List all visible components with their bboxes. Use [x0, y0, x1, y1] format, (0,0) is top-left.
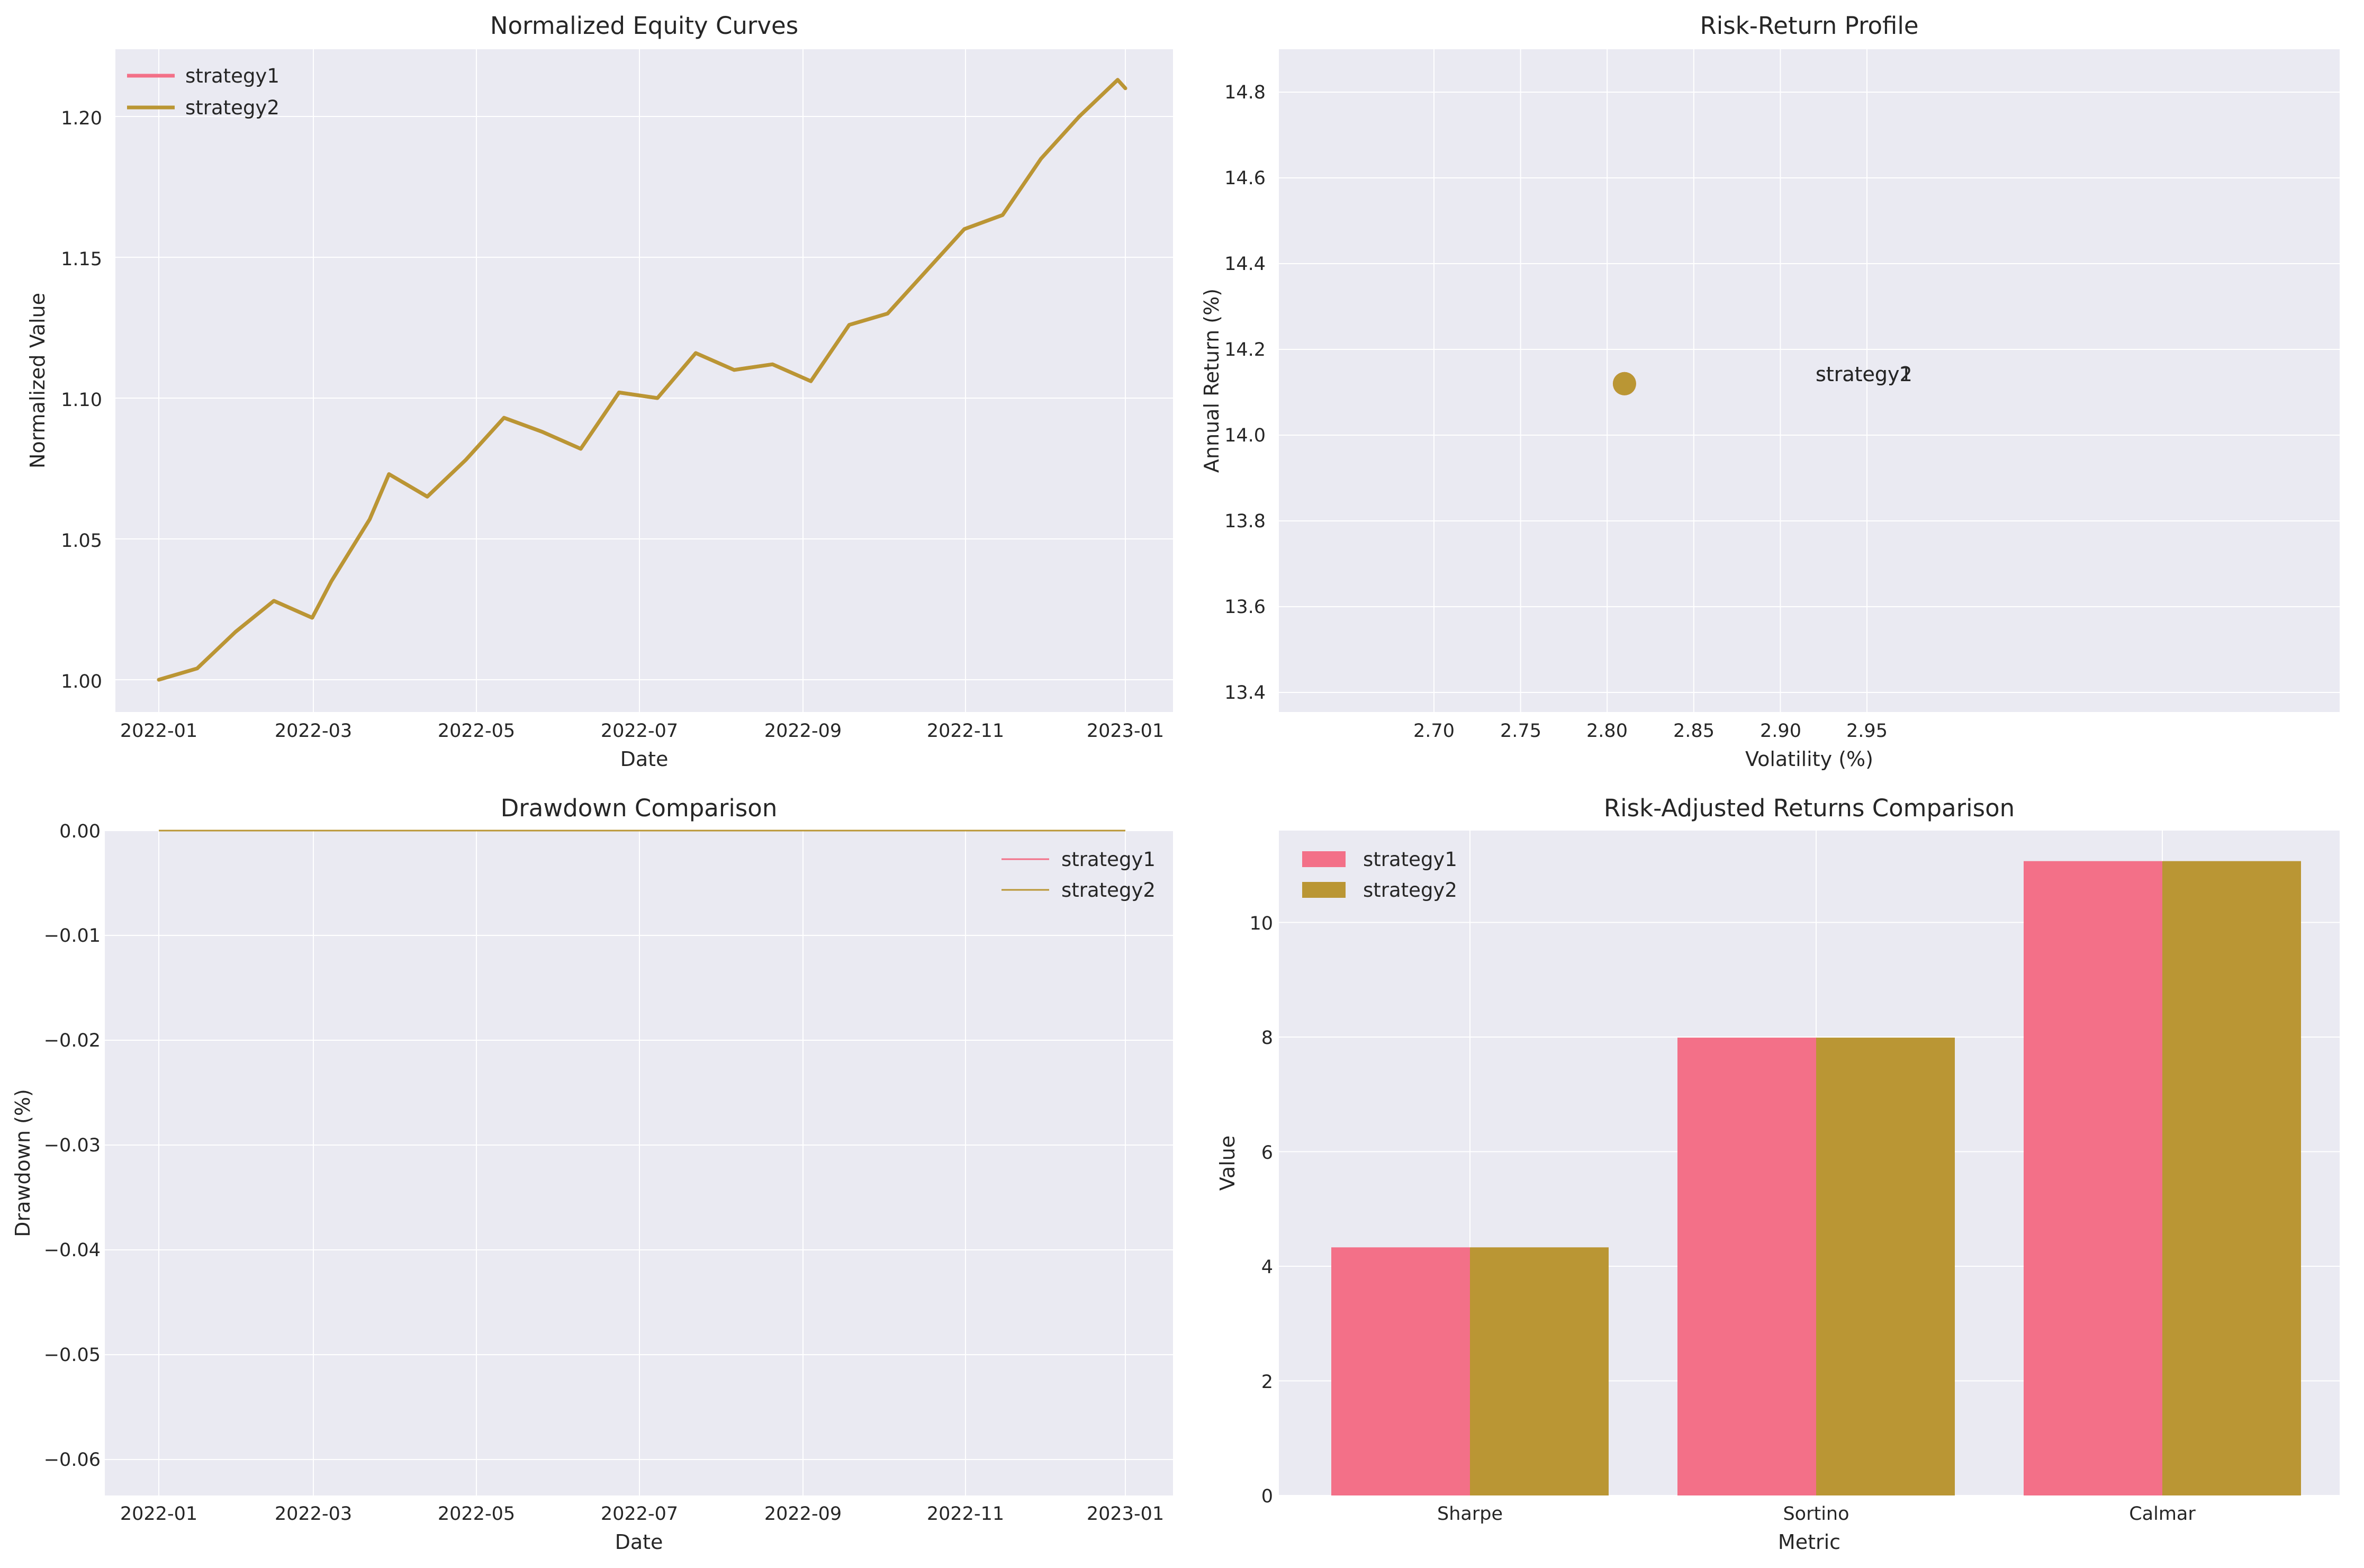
- drawdown-x-tick-label: 2022-09: [764, 1503, 842, 1525]
- bar-strategy2-calmar: [2162, 861, 2301, 1495]
- bar-strategy1-calmar: [2024, 861, 2162, 1495]
- riskreturn-y-tick-label: 14.6: [1224, 168, 1266, 189]
- riskreturn-panel: Risk-Return Profile Volatility (%) Annua…: [1200, 12, 2340, 771]
- equity-legend: strategy1 strategy2: [127, 65, 279, 119]
- drawdown-x-tick-label: 2022-01: [120, 1503, 197, 1525]
- legend-label-strategy2: strategy2: [1061, 879, 1156, 902]
- equity-plot-area: [115, 49, 1173, 712]
- riskadj-bars: [1331, 861, 2301, 1495]
- riskreturn-x-axis-label: Volatility (%): [1745, 747, 1873, 771]
- equity-lines: [157, 78, 1127, 682]
- drawdown-x-tick-label: 2022-03: [275, 1503, 352, 1525]
- riskadj-y-tick-label: 8: [1261, 1028, 1273, 1049]
- equity-y-tick-label: 1.20: [61, 108, 102, 129]
- legend-swatch-strategy2: [1302, 882, 1346, 898]
- riskreturn-x-tick-label: 2.80: [1586, 720, 1628, 742]
- drawdown-y-tick-label: −0.01: [44, 925, 101, 947]
- drawdown-y-tick-label: −0.05: [44, 1345, 101, 1366]
- equity-grid: [115, 49, 1173, 712]
- drawdown-y-tick-label: −0.06: [44, 1449, 101, 1471]
- drawdown-y-tick-label: 0.00: [59, 821, 101, 842]
- legend-swatch-strategy1: [1302, 851, 1346, 867]
- riskreturn-plot-area: [1279, 49, 2340, 712]
- equity-panel: Normalized Equity Curves Date Normalized…: [26, 12, 1173, 771]
- riskreturn-y-tick-label: 13.4: [1224, 682, 1266, 704]
- legend-label-strategy2: strategy2: [1363, 879, 1457, 902]
- equity-x-tick-label: 2022-03: [275, 720, 352, 742]
- equity-x-tick-label: 2022-07: [601, 720, 678, 742]
- riskreturn-point-strategy2: [1612, 372, 1636, 395]
- equity-x-tick-label: 2022-11: [927, 720, 1004, 742]
- riskadj-y-tick-label: 0: [1261, 1486, 1273, 1507]
- riskadj-title: Risk-Adjusted Returns Comparison: [1604, 794, 2015, 822]
- equity-title: Normalized Equity Curves: [490, 12, 798, 40]
- riskadj-x-axis-label: Metric: [1778, 1530, 1840, 1554]
- equity-y-axis-label: Normalized Value: [26, 293, 49, 468]
- equity-x-tick-label: 2023-01: [1087, 720, 1164, 742]
- riskreturn-y-tick-label: 14.8: [1224, 82, 1266, 103]
- drawdown-x-tick-label: 2022-11: [927, 1503, 1004, 1525]
- drawdown-x-tick-label: 2023-01: [1087, 1503, 1164, 1525]
- riskadj-y-tick-label: 6: [1261, 1142, 1273, 1164]
- riskreturn-title: Risk-Return Profile: [1700, 12, 1918, 40]
- bar-strategy2-sortino: [1816, 1038, 1955, 1495]
- legend-label-strategy1: strategy1: [1363, 848, 1457, 871]
- legend-label-strategy2: strategy2: [185, 96, 279, 119]
- equity-x-tick-label: 2022-05: [438, 720, 515, 742]
- drawdown-panel: Drawdown Comparison Date Drawdown (%) 20…: [11, 794, 1173, 1554]
- equity-y-tick-label: 1.05: [61, 530, 102, 552]
- drawdown-legend: strategy1 strategy2: [1001, 848, 1156, 902]
- equity-x-axis-label: Date: [620, 747, 669, 771]
- riskadj-y-tick-label: 10: [1249, 913, 1273, 934]
- riskadj-panel: Risk-Adjusted Returns Comparison Metric …: [1216, 794, 2340, 1554]
- riskreturn-grid: [1279, 49, 2340, 712]
- drawdown-y-tick-label: −0.02: [44, 1030, 101, 1051]
- equity-y-tick-label: 1.15: [61, 249, 102, 270]
- riskadj-y-axis-label: Value: [1216, 1136, 1239, 1191]
- riskadj-category-label: Sharpe: [1437, 1503, 1503, 1525]
- riskreturn-points: [1612, 372, 1636, 395]
- drawdown-x-tick-label: 2022-07: [601, 1503, 678, 1525]
- riskreturn-x-tick-label: 2.85: [1673, 720, 1715, 742]
- bar-strategy1-sharpe: [1331, 1247, 1470, 1495]
- equity-y-tick-label: 1.00: [61, 671, 102, 692]
- equity-x-tick-label: 2022-09: [764, 720, 842, 742]
- drawdown-y-tick-label: −0.03: [44, 1135, 101, 1156]
- bar-strategy1-sortino: [1677, 1038, 1816, 1495]
- drawdown-x-axis-label: Date: [615, 1530, 663, 1554]
- riskreturn-y-tick-label: 13.8: [1224, 511, 1266, 532]
- riskreturn-y-tick-label: 14.2: [1224, 339, 1266, 361]
- riskreturn-x-tick-label: 2.75: [1500, 720, 1541, 742]
- riskadj-category-label: Sortino: [1783, 1503, 1849, 1525]
- riskreturn-y-tick-label: 14.0: [1224, 425, 1266, 446]
- riskadj-category-label: Calmar: [2129, 1503, 2196, 1525]
- drawdown-y-axis-label: Drawdown (%): [11, 1089, 34, 1237]
- drawdown-title: Drawdown Comparison: [501, 794, 778, 822]
- equity-y-tick-label: 1.10: [61, 390, 102, 411]
- riskreturn-point-label: strategy1: [1816, 363, 1912, 386]
- legend-label-strategy1: strategy1: [185, 65, 279, 87]
- legend-label-strategy1: strategy1: [1061, 848, 1156, 871]
- bar-strategy2-sharpe: [1470, 1247, 1609, 1495]
- riskreturn-y-tick-label: 13.6: [1224, 597, 1266, 618]
- riskreturn-x-tick-label: 2.90: [1760, 720, 1801, 742]
- equity-x-tick-label: 2022-01: [120, 720, 197, 742]
- riskadj-legend: strategy1 strategy2: [1302, 848, 1457, 902]
- drawdown-grid: [105, 830, 1173, 1495]
- riskreturn-point-label: strategy2: [1816, 363, 1912, 386]
- drawdown-x-tick-label: 2022-05: [438, 1503, 515, 1525]
- riskadj-y-tick-label: 2: [1261, 1372, 1273, 1393]
- drawdown-y-tick-label: −0.04: [44, 1240, 101, 1261]
- riskreturn-x-tick-label: 2.95: [1846, 720, 1888, 742]
- riskreturn-x-tick-label: 2.70: [1413, 720, 1455, 742]
- riskreturn-y-axis-label: Annual Return (%): [1200, 289, 1223, 473]
- riskadj-y-tick-label: 4: [1261, 1257, 1273, 1278]
- riskreturn-y-tick-label: 14.4: [1224, 254, 1266, 275]
- equity-series-line-strategy2: [157, 78, 1127, 682]
